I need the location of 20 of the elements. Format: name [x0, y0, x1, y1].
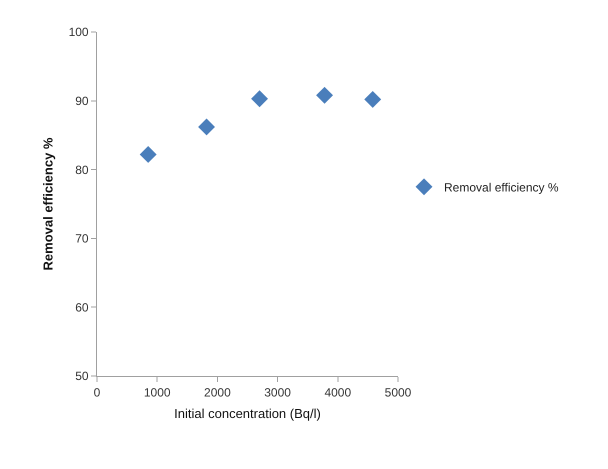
y-tick-label: 50 — [75, 369, 89, 384]
legend-label: Removal efficiency % — [444, 180, 559, 194]
x-axis-title: Initial concentration (Bq/l) — [174, 406, 321, 421]
y-tick-label: 100 — [68, 25, 89, 40]
x-tick-label: 3000 — [264, 385, 292, 400]
x-tick-label: 0 — [94, 385, 101, 400]
point — [364, 90, 382, 108]
y-axis-title: Removal efficiency % — [40, 137, 56, 270]
x-tick-label: 4000 — [324, 385, 352, 400]
point — [251, 90, 268, 108]
x-tick-label: 2000 — [204, 385, 232, 400]
point — [198, 118, 216, 136]
x-tick-label: 5000 — [384, 385, 412, 400]
y-tick-label: 80 — [75, 162, 89, 177]
point — [316, 86, 334, 104]
x-tick-label: 1000 — [144, 385, 171, 400]
y-tick-label: 90 — [75, 94, 89, 108]
point — [140, 146, 157, 163]
y-tick-label: 60 — [75, 300, 89, 314]
y-tick-label: 70 — [75, 232, 89, 246]
